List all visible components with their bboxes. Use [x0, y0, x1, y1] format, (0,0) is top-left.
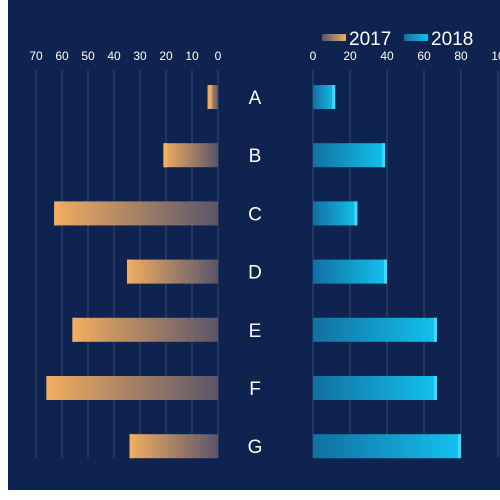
bar-cap-2017-B: [163, 143, 168, 168]
legend[interactable]: 2017 2018: [322, 29, 473, 50]
legend-label-2018[interactable]: 2018: [431, 29, 473, 50]
chart-background: [8, 0, 500, 490]
bar-cap-2018-A: [332, 85, 336, 109]
bar-cap-2017-A: [207, 85, 212, 109]
tick-label-2017: 10: [185, 49, 199, 63]
bar-cap-2018-B: [382, 143, 386, 168]
category-label-C: C: [248, 204, 262, 225]
tick-label-2017: 60: [55, 49, 69, 63]
bar-cap-2018-F: [433, 376, 437, 400]
tick-label-2017: 40: [107, 49, 121, 63]
tick-label-2017: 50: [81, 49, 95, 63]
bar-2018-C[interactable]: [313, 201, 358, 226]
bar-cap-2017-F: [46, 376, 51, 400]
tick-label-2018: 0: [310, 49, 317, 63]
tick-label-2018: 60: [417, 49, 431, 63]
bars: [46, 85, 461, 459]
bar-2018-G[interactable]: [313, 434, 461, 459]
bar-2017-F[interactable]: [46, 376, 219, 400]
legend-label-2017[interactable]: 2017: [349, 29, 391, 50]
category-label-B: B: [249, 146, 262, 167]
bar-2018-B[interactable]: [313, 143, 386, 168]
bar-cap-2017-E: [72, 317, 77, 342]
category-label-A: A: [249, 88, 262, 109]
legend-swatch-2017[interactable]: [322, 34, 346, 41]
category-labels: A B C D E F G: [248, 88, 263, 458]
bar-2018-D[interactable]: [313, 259, 387, 284]
tick-labels: 70 60 50 40 30 20 10 0 0 20 40 60 80 10: [29, 49, 500, 63]
bar-2017-G[interactable]: [129, 434, 218, 459]
tick-label-2017: 0: [215, 49, 222, 63]
bar-2018-E[interactable]: [313, 317, 437, 342]
bar-cap-2018-C: [354, 201, 358, 226]
category-label-D: D: [248, 263, 262, 284]
legend-swatch-2018[interactable]: [404, 34, 428, 41]
bar-cap-2017-D: [127, 259, 131, 284]
bar-cap-2018-E: [433, 317, 437, 342]
bar-2017-A[interactable]: [207, 85, 218, 109]
bar-2018-A[interactable]: [313, 85, 336, 109]
bar-2017-B[interactable]: [163, 143, 218, 168]
bar-2017-D[interactable]: [127, 259, 218, 284]
category-label-F: F: [249, 379, 261, 400]
bar-cap-2017-C: [54, 201, 59, 226]
bar-2017-E[interactable]: [72, 317, 219, 342]
bar-cap-2017-G: [129, 434, 134, 459]
category-label-E: E: [249, 321, 262, 342]
tick-label-2018: 40: [380, 49, 394, 63]
bar-2018-F[interactable]: [313, 376, 437, 400]
tick-label-2018: 80: [454, 49, 468, 63]
bar-2017-C[interactable]: [54, 201, 219, 226]
tick-label-2018: 10: [491, 49, 500, 63]
tick-label-2017: 30: [133, 49, 147, 63]
bar-cap-2018-G: [458, 434, 461, 459]
tick-label-2017: 70: [29, 49, 43, 63]
tick-label-2017: 20: [159, 49, 173, 63]
tick-label-2018: 20: [343, 49, 357, 63]
bar-cap-2018-D: [384, 259, 387, 284]
category-label-G: G: [248, 437, 263, 458]
